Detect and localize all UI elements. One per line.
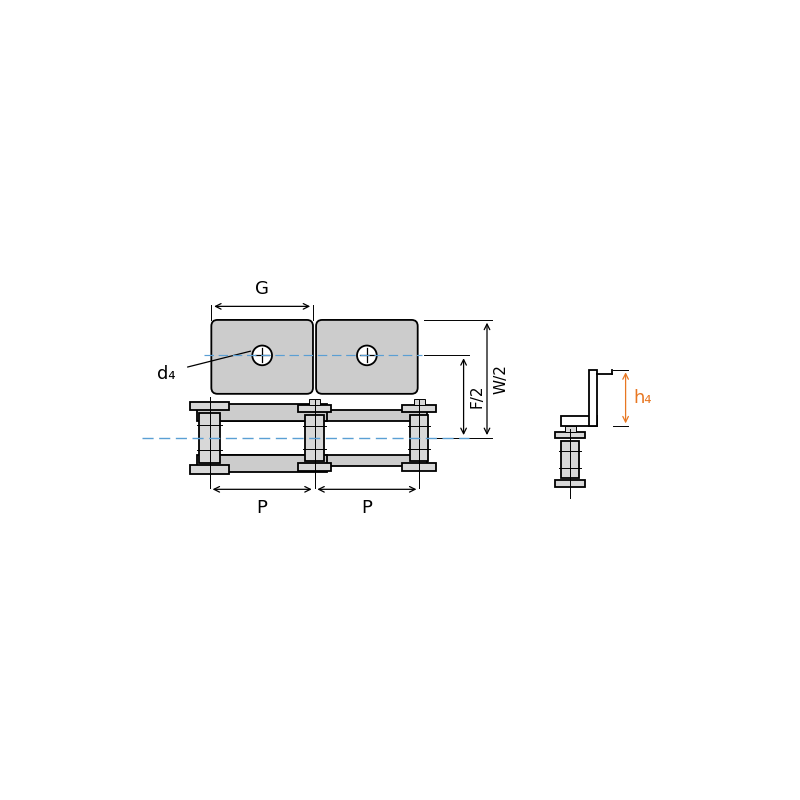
Bar bbox=[298, 463, 331, 471]
Text: W/2: W/2 bbox=[493, 364, 508, 394]
Bar bbox=[306, 414, 324, 461]
Bar bbox=[190, 402, 230, 410]
Bar bbox=[198, 404, 327, 422]
Bar bbox=[561, 416, 597, 426]
Bar bbox=[298, 405, 331, 412]
Bar bbox=[589, 370, 597, 426]
Bar bbox=[410, 414, 429, 461]
Bar bbox=[402, 463, 436, 471]
Bar bbox=[555, 480, 585, 487]
Bar bbox=[555, 432, 585, 438]
Text: P: P bbox=[257, 498, 267, 517]
Bar bbox=[198, 454, 327, 472]
Text: h₄: h₄ bbox=[633, 389, 651, 407]
FancyBboxPatch shape bbox=[211, 320, 313, 394]
Text: F/2: F/2 bbox=[470, 385, 485, 408]
Text: P: P bbox=[362, 498, 372, 517]
Text: G: G bbox=[255, 280, 269, 298]
FancyBboxPatch shape bbox=[316, 320, 418, 394]
Bar bbox=[402, 405, 436, 412]
Bar bbox=[190, 466, 230, 474]
Bar bbox=[199, 413, 220, 463]
Bar bbox=[414, 399, 425, 405]
Bar bbox=[202, 454, 426, 466]
Circle shape bbox=[252, 346, 272, 366]
Bar bbox=[202, 410, 426, 422]
Bar bbox=[565, 426, 576, 432]
Circle shape bbox=[357, 346, 377, 366]
Text: d₄: d₄ bbox=[157, 365, 176, 383]
Bar bbox=[561, 441, 579, 478]
Bar bbox=[309, 399, 320, 405]
